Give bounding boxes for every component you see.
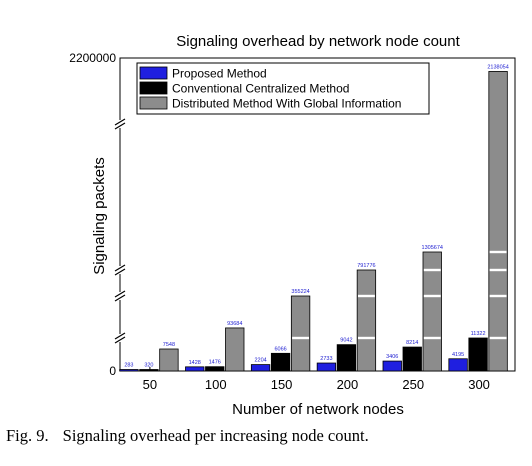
bars-group xyxy=(119,71,508,372)
caption-label: Fig. 9. xyxy=(6,426,49,445)
x-tick-label: 250 xyxy=(402,377,424,392)
bar xyxy=(356,269,377,372)
bar xyxy=(336,344,357,372)
bar xyxy=(119,369,139,372)
y-tick-label-zero: 0 xyxy=(109,364,116,378)
bar-break-gap xyxy=(489,268,507,272)
data-label: 2733 xyxy=(320,356,332,362)
bar-break-gap xyxy=(423,294,441,298)
x-tick-label: 100 xyxy=(205,377,227,392)
data-label: 1428 xyxy=(189,360,201,366)
data-label: 2138054 xyxy=(487,64,508,70)
legend-swatch xyxy=(139,81,168,95)
legend-label: Conventional Centralized Method xyxy=(172,82,349,96)
x-axis-label: Number of network nodes xyxy=(232,401,404,418)
break-band xyxy=(121,269,514,272)
legend-swatch xyxy=(139,66,168,80)
y-tick-label-max: 2200000 xyxy=(69,51,116,65)
bar xyxy=(316,362,337,372)
axis-break-slash xyxy=(114,264,126,272)
bar xyxy=(402,346,422,372)
x-tick-label: 200 xyxy=(337,377,359,392)
data-label: 8214 xyxy=(406,340,418,346)
data-label: 283 xyxy=(124,363,133,369)
axis-break-slash xyxy=(114,122,126,130)
bar xyxy=(139,369,159,372)
x-tick-label: 150 xyxy=(271,377,293,392)
caption-text: Signaling overhead per increasing node c… xyxy=(62,426,369,445)
data-label: 1305674 xyxy=(422,245,443,251)
data-label: 6066 xyxy=(274,346,286,352)
bar-break-gap xyxy=(489,336,507,340)
value-labels-group: 283 320 7548 1428 1476 93684 2204 6066 355224 273… xyxy=(124,64,508,368)
bar xyxy=(205,366,225,372)
axis-break-slash xyxy=(114,332,126,340)
bar xyxy=(488,71,508,372)
data-label: 11322 xyxy=(471,331,486,337)
bar-break-gap xyxy=(489,250,507,254)
data-label: 355224 xyxy=(291,289,309,295)
axis-break-gap xyxy=(116,292,124,300)
data-label: 1476 xyxy=(209,360,221,366)
axis-break-slash xyxy=(114,336,126,344)
data-label: 791776 xyxy=(357,263,375,269)
bar-break-gap xyxy=(489,294,507,298)
bar xyxy=(225,327,245,372)
y-axis-label: Signaling packets xyxy=(91,157,108,275)
bar xyxy=(382,360,402,372)
axis-breaks xyxy=(114,118,514,344)
data-label: 93684 xyxy=(227,321,242,327)
legend-box xyxy=(136,62,430,115)
x-tick-label: 50 xyxy=(143,377,157,392)
bar-break-gap xyxy=(357,294,375,298)
bar-break-gap xyxy=(357,336,375,340)
x-tick-labels: 50 100 150 200 250 300 xyxy=(143,367,490,392)
bar xyxy=(250,364,271,372)
bar xyxy=(468,337,488,372)
axis-break-gap xyxy=(116,266,124,274)
x-tick-label: 300 xyxy=(468,377,490,392)
legend-label: Distributed Method With Global Informati… xyxy=(172,97,401,111)
data-label: 7548 xyxy=(163,342,175,348)
axis-break-slash xyxy=(114,118,126,126)
data-label: 2204 xyxy=(254,358,266,364)
bar-break-gap xyxy=(423,336,441,340)
data-label: 4195 xyxy=(452,352,464,358)
bar xyxy=(270,352,291,372)
bar-break-gap xyxy=(292,336,310,340)
data-label: 3406 xyxy=(386,354,398,360)
data-label: 320 xyxy=(144,363,153,369)
figure-caption: Fig. 9. Signaling overhead per increasing… xyxy=(0,426,532,446)
break-band xyxy=(121,337,514,340)
bar-chart: Signaling overhead by network node count… xyxy=(69,33,516,418)
bar xyxy=(290,295,311,372)
data-label: 9042 xyxy=(340,338,352,344)
bar xyxy=(159,348,179,372)
axis-break-slash xyxy=(114,294,126,302)
legend-swatch xyxy=(139,96,168,110)
axis-break-slash xyxy=(114,268,126,276)
axis-break-slash xyxy=(114,290,126,298)
break-band xyxy=(121,295,514,298)
bar xyxy=(185,366,205,372)
bar-break-gap xyxy=(423,268,441,272)
legend-label: Proposed Method xyxy=(172,67,267,81)
bar xyxy=(448,358,468,372)
bar xyxy=(422,251,442,372)
chart-title: Signaling overhead by network node count xyxy=(176,33,460,50)
axis-break-gap xyxy=(116,120,124,128)
axis-break-gap xyxy=(116,334,124,342)
